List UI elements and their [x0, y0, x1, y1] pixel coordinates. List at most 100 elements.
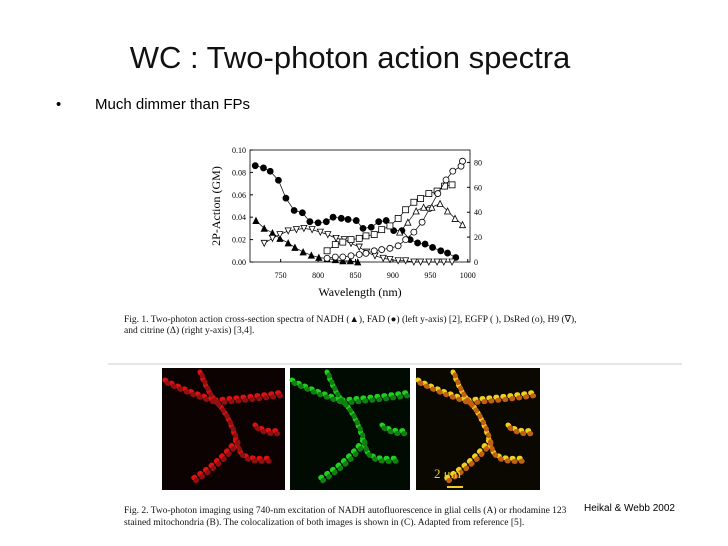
y2-tick-label: 40	[474, 208, 482, 217]
data-point	[448, 258, 456, 266]
x-tick-label: 1000	[460, 271, 476, 280]
data-point	[440, 258, 448, 266]
data-point	[355, 251, 363, 258]
data-point	[252, 216, 260, 224]
data-point	[307, 251, 316, 259]
y-tick-label: 0.06	[232, 191, 246, 200]
data-point	[394, 242, 402, 250]
data-point	[315, 253, 323, 261]
data-point	[284, 239, 292, 247]
data-point	[344, 216, 352, 223]
y-tick-label: 0.02	[232, 236, 246, 245]
data-point	[418, 218, 426, 226]
data-point	[434, 190, 442, 197]
data-point	[314, 219, 322, 227]
data-point	[396, 228, 404, 236]
data-point	[292, 226, 301, 234]
data-point	[354, 258, 362, 266]
data-point	[355, 243, 363, 251]
data-point	[323, 247, 331, 255]
data-point	[412, 207, 420, 215]
x-axis-label: Wavelength (nm)	[318, 285, 401, 299]
data-point	[375, 218, 383, 226]
data-point	[362, 232, 370, 240]
y2-tick-label: 20	[474, 233, 482, 242]
data-point	[401, 257, 410, 265]
data-point	[425, 190, 433, 197]
y-tick-label: 0.08	[232, 168, 246, 177]
data-point	[410, 258, 418, 266]
series-line	[327, 161, 463, 259]
data-point	[322, 218, 330, 226]
data-point	[410, 228, 418, 236]
data-point	[382, 217, 390, 224]
data-point	[306, 218, 314, 226]
data-point	[300, 225, 308, 233]
data-point	[331, 253, 339, 261]
data-point	[347, 236, 355, 244]
data-point	[266, 167, 274, 175]
data-point	[429, 244, 436, 251]
data-point	[378, 226, 386, 234]
figure-caption: and citrine (Δ) (right y-axis) [3,4].	[124, 326, 255, 336]
data-point	[260, 164, 267, 172]
data-point	[339, 238, 347, 246]
data-point	[370, 231, 378, 239]
bullet-marker: •	[56, 96, 62, 113]
y-axis-label: 2P-Action (GM)	[209, 166, 223, 246]
data-point	[458, 220, 467, 229]
data-point	[402, 206, 410, 214]
data-point	[394, 215, 402, 222]
y2-tick-label: 0	[474, 258, 478, 267]
data-point	[359, 224, 367, 232]
data-point	[275, 176, 282, 184]
data-point	[346, 256, 354, 265]
data-point	[299, 248, 307, 256]
x-tick-label: 750	[275, 271, 287, 280]
data-point	[451, 214, 459, 222]
data-point	[386, 222, 394, 230]
data-point	[448, 181, 456, 189]
data-point	[331, 241, 339, 248]
data-point	[323, 254, 331, 262]
x-tick-label: 800	[312, 271, 324, 280]
panel-a	[162, 368, 285, 490]
credit: Heikal & Webb 2002	[584, 503, 675, 514]
data-point	[367, 223, 375, 231]
data-point	[260, 224, 268, 232]
x-tick-label: 950	[424, 271, 436, 280]
data-point	[332, 234, 340, 243]
data-point	[421, 240, 429, 248]
data-point	[316, 228, 324, 237]
data-point	[433, 258, 441, 266]
data-point	[370, 247, 378, 255]
data-point	[449, 167, 457, 175]
scale-bar-label: 2 μm	[434, 466, 461, 481]
data-point	[324, 231, 332, 239]
data-point	[386, 256, 394, 264]
data-point	[282, 194, 290, 202]
figure-caption: Fig. 2. Two-photon imaging using 740-nm …	[124, 506, 567, 516]
data-point	[443, 207, 452, 215]
data-point	[362, 249, 370, 257]
data-point	[404, 218, 412, 226]
data-point	[416, 258, 425, 266]
data-point	[339, 256, 347, 265]
figure-caption: stained mitochondria (B). The colocaliza…	[124, 518, 525, 528]
x-tick-label: 850	[350, 271, 362, 280]
plot-frame	[249, 149, 471, 263]
slide-title: WC : Two-photon action spectra	[129, 40, 571, 75]
data-point	[441, 182, 448, 190]
y-tick-label: 0.04	[232, 213, 246, 222]
bullet-text: Much dimmer than FPs	[95, 96, 251, 113]
figure-caption: Fig. 1. Two-photon action cross-section …	[124, 315, 577, 325]
data-point	[284, 227, 292, 235]
data-point	[308, 226, 316, 234]
data-point	[444, 249, 451, 257]
data-point	[347, 252, 355, 260]
y-tick-label: 0.00	[232, 258, 246, 267]
data-point	[355, 234, 363, 242]
y-tick-label: 0.10	[232, 146, 246, 155]
